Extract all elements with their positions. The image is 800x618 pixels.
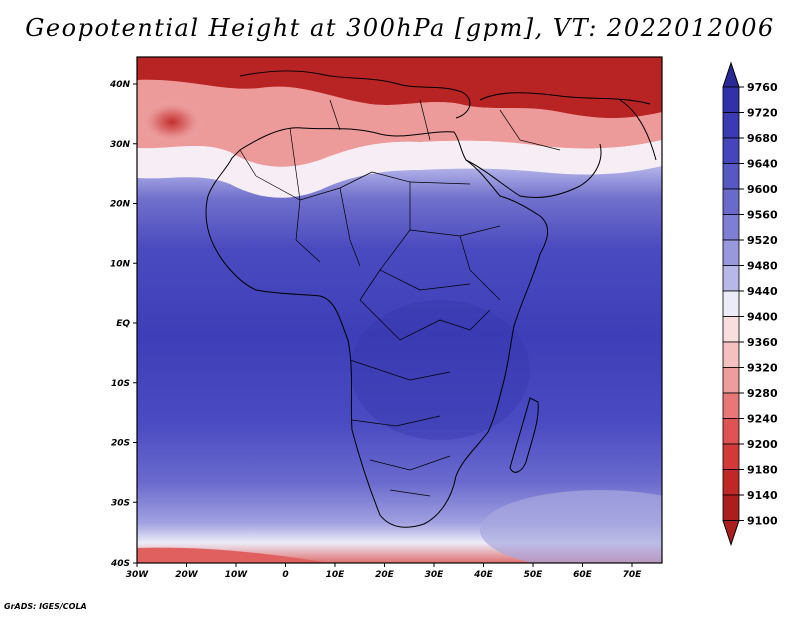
red-band-south (137, 547, 330, 563)
colorbar-segment (722, 367, 740, 394)
light-blue-southeast (480, 490, 662, 563)
colorbar-label: 9100 (747, 515, 778, 528)
lon-label: 40E (473, 570, 494, 580)
darker-blue-interior (350, 300, 530, 440)
colorbar-label: 9400 (747, 311, 778, 324)
lon-label: 20W (175, 570, 199, 580)
colorbar-label: 9140 (747, 489, 778, 502)
colorbar-label: 9360 (747, 336, 778, 349)
colorbar-segment (722, 469, 740, 496)
lon-label: 50E (524, 570, 544, 580)
colorbar-top-arrow (722, 61, 740, 88)
mediterranean-coast (239, 70, 471, 119)
africa-coastline (205, 127, 548, 528)
lon-label: 30W (126, 570, 150, 580)
lon-labels: 30W 20W 10W 0 10E 20E 30E 40E 50E 60E 70E (126, 570, 642, 580)
colorbar-segment (722, 137, 740, 164)
arabian-peninsula-coast (465, 143, 602, 199)
colorbar-segment (722, 188, 740, 215)
political-borders (239, 99, 561, 497)
colorbar-segment (722, 316, 740, 343)
colorbar-bottom-arrow (722, 520, 740, 547)
cutoff-low-red (140, 100, 204, 144)
colorbar-segment (722, 443, 740, 470)
colorbar-segment (722, 341, 740, 368)
colorbar-label: 9240 (747, 413, 778, 426)
colorbar-label: 9760 (747, 81, 778, 94)
colorbar-segment (722, 112, 740, 139)
colorbar-label: 9480 (747, 260, 778, 273)
grads-credit: GrADS: IGES/COLA (4, 602, 87, 611)
lon-ticks (136, 563, 633, 567)
colorbar-segment (722, 214, 740, 241)
colorbar-segment (722, 290, 740, 317)
lat-ticks (133, 83, 137, 564)
lat-label: 30S (111, 498, 130, 508)
colorbar-segment (722, 265, 740, 292)
middle-east-coast (479, 92, 651, 105)
lat-label: 10N (110, 259, 131, 269)
colorbar-segment (722, 494, 740, 521)
colorbar: 9760 9720 9680 9640 9600 9560 9520 9480 9440 9400… (722, 61, 778, 547)
colorbar-segment (722, 163, 740, 190)
lat-label: EQ (116, 319, 130, 329)
lon-label: 60E (573, 570, 593, 580)
colorbar-label: 9320 (747, 362, 778, 375)
lon-label: 10W (225, 570, 249, 580)
lon-label: 20E (375, 570, 395, 580)
lat-label: 40N (109, 80, 131, 90)
colorbar-label: 9180 (747, 464, 778, 477)
lat-label: 20N (110, 200, 131, 210)
colorbar-label: 9280 (747, 387, 778, 400)
colorbar-segment (722, 86, 740, 113)
lat-label: 40S (110, 559, 130, 569)
colorbar-label: 9200 (747, 438, 778, 451)
lon-label: 70E (623, 570, 643, 580)
colorbar-label: 9520 (747, 234, 778, 247)
lon-label: 0 (282, 570, 288, 580)
colorbar-label: 9640 (747, 158, 778, 171)
madagascar-coastline (509, 397, 539, 473)
colorbar-label: 9680 (747, 132, 778, 145)
colorbar-label: 9600 (747, 183, 778, 196)
pink-band-north (137, 79, 662, 167)
colorbar-label: 9440 (747, 285, 778, 298)
colorbar-segment (722, 239, 740, 266)
colorbar-segment (722, 392, 740, 419)
lat-label: 10S (111, 379, 130, 389)
lon-label: 10E (326, 570, 346, 580)
colorbar-label: 9720 (747, 107, 778, 120)
height-field (137, 57, 662, 563)
lat-label: 20S (111, 439, 130, 449)
colorbar-label: 9560 (747, 209, 778, 222)
lon-label: 30E (425, 570, 445, 580)
india-coast (619, 99, 657, 161)
white-band-subtropics (137, 140, 662, 198)
colorbar-segment (722, 418, 740, 445)
map-title: Geopotential Height at 300hPa [gpm], VT:… (25, 14, 775, 42)
lat-label: 30N (110, 140, 131, 150)
map-frame (136, 56, 663, 564)
lat-labels: 40N 30N 20N 10N EQ 10S 20S 30S 40S (109, 80, 131, 569)
coastlines (205, 70, 657, 528)
